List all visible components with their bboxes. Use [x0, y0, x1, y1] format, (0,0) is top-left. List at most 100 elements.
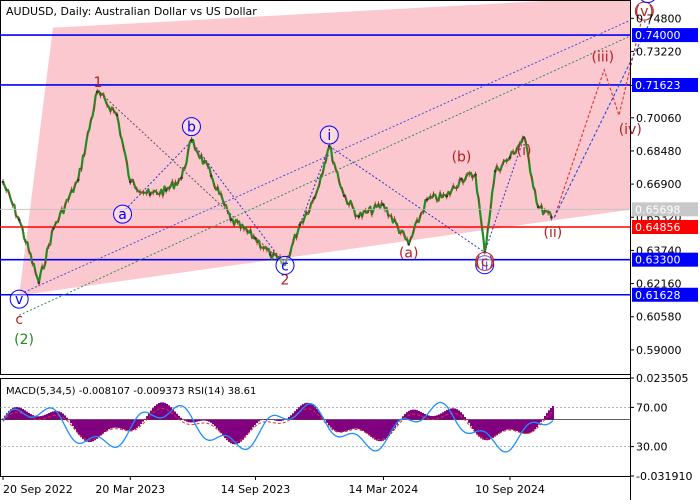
- price-tick-label: 0.62160: [636, 278, 682, 291]
- wave-label-circle: [181, 117, 201, 137]
- price-point: [76, 178, 80, 182]
- price-point: [148, 193, 152, 196]
- price-point: [522, 136, 526, 139]
- forecast-blue-dashed: [553, 21, 651, 218]
- price-tick-label: 0.66900: [636, 178, 682, 191]
- wave-label-circle: [113, 204, 133, 224]
- wave-line-i-ii: [328, 145, 485, 253]
- level-tag-bg: [632, 77, 698, 92]
- indicator-label: MACD(5,34,5) -0.008107 -0.009373 RSI(14)…: [6, 386, 256, 397]
- price-point: [229, 218, 233, 222]
- wave-line-ii-i: [484, 137, 525, 253]
- level-tag-bg: [632, 220, 698, 235]
- wave-label: c: [15, 312, 23, 328]
- wave-label: c: [281, 258, 289, 274]
- level-tag: 0.61628: [635, 289, 681, 302]
- price-point: [425, 198, 429, 201]
- wave-label: b: [187, 120, 196, 136]
- wave-label-circle: [275, 255, 295, 275]
- rsi-line: [2, 401, 554, 453]
- wave-line-b-c: [191, 140, 286, 266]
- price-point: [445, 194, 449, 198]
- price-point: [283, 263, 287, 267]
- indicator-tick-label: 70.00: [636, 401, 668, 414]
- time-tick-label: 10 Sep 2024: [475, 483, 545, 496]
- price-point: [508, 156, 512, 159]
- wave-label: iii: [642, 0, 654, 3]
- wave-label: v: [15, 292, 23, 308]
- price-point: [342, 194, 346, 197]
- time-tick-label: 20 Sep 2022: [3, 483, 73, 496]
- wave-label-circle: [319, 125, 339, 145]
- price-point: [550, 216, 553, 219]
- price-point: [407, 243, 411, 246]
- uptrend-channel: [19, 0, 630, 296]
- price-point: [95, 90, 99, 94]
- forecast-red-dashed: [553, 23, 642, 218]
- price-tick-label: 0.74800: [636, 12, 682, 25]
- level-tag-bg: [632, 28, 698, 43]
- wave-label-circle: [475, 251, 495, 271]
- indicator-tick-label: -0.031910: [636, 470, 692, 483]
- wave-label: (i): [517, 143, 532, 159]
- wave-label: (b): [452, 149, 472, 165]
- price-point: [115, 113, 119, 117]
- price-point: [313, 196, 316, 200]
- price-point: [52, 226, 55, 230]
- price-point: [460, 177, 463, 181]
- price-point: [474, 173, 477, 176]
- wave-label: a: [118, 207, 127, 223]
- level-tag: 0.63300: [635, 254, 681, 267]
- level-tag: 0.71623: [635, 79, 681, 92]
- price-tick-label: 0.60580: [636, 311, 682, 324]
- macd-rsi-pane: [0, 378, 631, 477]
- current-price-tag-bg: [632, 202, 698, 217]
- level-tag-bg: [632, 287, 698, 302]
- price-point: [190, 138, 193, 142]
- time-tick-label: 14 Mar 2024: [349, 483, 419, 496]
- macd-signal-line: [2, 408, 554, 443]
- price-tick-label: 0.68480: [636, 145, 682, 158]
- price-point: [37, 281, 41, 285]
- wave-label: (v): [635, 4, 654, 20]
- price-point: [357, 215, 361, 218]
- wave-label: (iii): [592, 49, 615, 65]
- price-point: [298, 223, 302, 227]
- wave-label: (a): [399, 246, 419, 262]
- price-point: [1, 180, 5, 184]
- time-tick-label: 14 Sep 2023: [221, 483, 291, 496]
- indicator-tick-label: 30.00: [636, 441, 668, 454]
- wave-line-a-b: [122, 140, 192, 213]
- wave-label-circle: [640, 0, 655, 4]
- price-point: [128, 180, 132, 184]
- level-tag-bg: [632, 252, 698, 267]
- price-point: [209, 174, 213, 178]
- price-point: [327, 144, 331, 148]
- price-point: [268, 253, 272, 256]
- price-point: [254, 236, 257, 240]
- wave-label: 2: [281, 272, 290, 288]
- level-tag: 0.64856: [635, 221, 681, 234]
- main-price-pane: 12abciii(a)(b)(c)(i)(ii)(iii)(iv)(v)vc(2…: [0, 0, 655, 375]
- price-point: [17, 218, 21, 222]
- price-point: [536, 205, 540, 209]
- wave-label-circle: [9, 289, 29, 309]
- wave-label: i: [327, 128, 331, 144]
- chart-title: AUDUSD, Daily: Australian Dollar vs US D…: [6, 5, 257, 18]
- wave-label: ii: [481, 258, 489, 274]
- current-price-tag: 0.65698: [635, 203, 681, 216]
- price-point: [493, 169, 497, 173]
- wave-label: (c): [475, 254, 494, 270]
- time-tick-label: 20 Mar 2023: [95, 483, 165, 496]
- level-tag: 0.74000: [635, 29, 681, 42]
- wave-label: (ii): [544, 225, 563, 241]
- wave-label: (2): [14, 332, 34, 348]
- indicator-tick-label: 0.023505: [636, 372, 689, 385]
- price-tick-label: 0.73220: [636, 45, 682, 58]
- wave-label: 1: [93, 75, 102, 91]
- price-point: [164, 189, 168, 192]
- price-point: [382, 203, 385, 206]
